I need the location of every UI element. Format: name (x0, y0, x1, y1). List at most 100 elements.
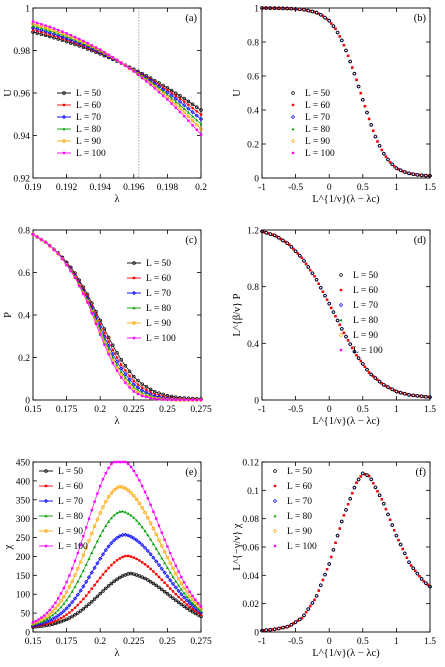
data-point (162, 570, 167, 575)
data-point (344, 508, 348, 512)
data-point (335, 533, 340, 538)
panel-d: -1 -0.5 0 0.5 1 1.5 0 0.4 0.8 1.2 L^{1/ν}(λ − λc) L… (232, 227, 436, 428)
data-point (93, 583, 96, 587)
data-point (51, 31, 57, 37)
data-point (115, 58, 119, 62)
legend: L = 50 L = 60 L = 70 L = 80 L = 90 L = 100 (338, 271, 383, 356)
data-point (149, 396, 152, 400)
data-point (98, 511, 102, 515)
data-point (394, 389, 399, 394)
legend-label: L = 60 (305, 101, 330, 111)
data-point (78, 588, 83, 593)
data-point (397, 538, 400, 542)
data-point (138, 559, 141, 562)
data-point (186, 114, 191, 119)
data-point (342, 43, 346, 47)
data-point (82, 597, 85, 601)
data-point (34, 622, 38, 626)
data-point (126, 488, 130, 493)
x-tick-label: 0.198 (157, 183, 179, 193)
data-point (188, 598, 192, 602)
data-point (115, 350, 119, 355)
y-tick-label: 0.08 (242, 515, 259, 525)
data-point (293, 249, 298, 254)
data-point (163, 581, 166, 584)
data-point (428, 395, 432, 399)
data-point (359, 359, 362, 363)
data-point (75, 592, 80, 597)
legend-label: L = 90 (287, 527, 312, 537)
data-point (191, 398, 194, 402)
legend-marker (62, 139, 66, 143)
data-point (376, 490, 379, 493)
data-point (166, 545, 169, 548)
data-point (306, 607, 310, 611)
x-tick-label: 0 (327, 405, 332, 415)
data-point (84, 563, 88, 566)
data-point (310, 9, 315, 14)
data-point (199, 122, 203, 126)
data-point (67, 603, 72, 608)
y-tick-label: 300 (16, 515, 31, 525)
series-group (30, 8, 204, 178)
data-point (102, 327, 107, 331)
data-point (44, 24, 47, 27)
data-point (112, 488, 116, 492)
data-point (154, 532, 158, 537)
data-point (170, 91, 173, 95)
data-point (191, 607, 194, 611)
data-point (143, 490, 147, 494)
data-point (380, 148, 383, 152)
data-point (188, 594, 192, 598)
data-point (363, 365, 367, 368)
data-point (117, 534, 122, 539)
legend-marker (291, 127, 295, 131)
legend-label: L = 50 (146, 259, 171, 269)
data-point (31, 233, 35, 236)
panel-f: -1 -0.5 0 0.5 1 1.5 0 0.02 0.04 0.06 0.08 0.1 0.12 L^… (232, 459, 436, 660)
data-point (327, 19, 331, 23)
data-point (185, 595, 189, 599)
x-tick-label: 0 (327, 183, 332, 193)
data-point (107, 353, 110, 356)
data-point (279, 626, 283, 630)
data-point (411, 393, 415, 398)
data-point (31, 621, 35, 624)
data-point (195, 128, 198, 132)
data-point (372, 129, 375, 132)
y-tick-label: 0.4 (247, 340, 259, 350)
data-point (43, 29, 48, 34)
data-point (62, 595, 66, 599)
data-point (146, 533, 150, 537)
data-point (367, 117, 371, 121)
panel-e: 0.15 0.175 0.2 0.225 0.25 0.275 0 50 100 150 200 25… (3, 459, 212, 660)
plot-frame (261, 7, 431, 179)
data-point (92, 565, 97, 570)
data-point (151, 555, 156, 560)
y-tick-label: 0.4 (18, 312, 30, 322)
data-point (296, 7, 299, 11)
data-point (188, 590, 191, 593)
data-point (132, 469, 135, 473)
data-point (348, 496, 352, 501)
data-point (84, 546, 88, 550)
x-tick-label: -1 (258, 637, 266, 647)
data-point (428, 584, 432, 589)
data-point (292, 622, 295, 625)
data-point (171, 596, 175, 600)
data-point (169, 587, 172, 590)
data-point (56, 603, 60, 607)
data-point (352, 71, 357, 76)
y-tick-label: 0.2 (18, 354, 30, 364)
data-point (64, 617, 69, 622)
y-tick-label: 0.4 (247, 107, 259, 117)
data-point (145, 388, 148, 392)
data-point (174, 564, 177, 567)
data-point (119, 358, 123, 362)
data-point (309, 604, 312, 608)
x-tick-label: -0.5 (288, 183, 303, 193)
legend-label: L = 100 (305, 149, 335, 159)
legend-label: L = 100 (58, 542, 88, 552)
data-point (304, 262, 308, 266)
